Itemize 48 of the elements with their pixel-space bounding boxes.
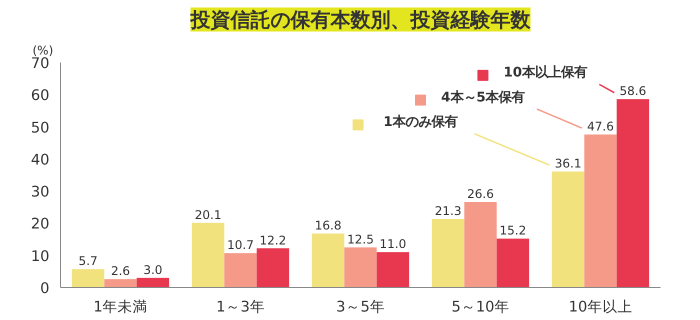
legend-label: 1本のみ保有 <box>383 115 458 130</box>
bar <box>376 252 410 288</box>
bar <box>136 278 170 288</box>
data-label: 3.0 <box>143 262 162 277</box>
bar <box>224 253 257 288</box>
data-label: 58.6 <box>620 84 646 98</box>
bar <box>192 222 224 288</box>
bar <box>344 247 377 288</box>
data-label: 15.2 <box>500 224 526 238</box>
data-label: 10.7 <box>227 238 254 252</box>
bar <box>72 269 104 288</box>
x-tick-label: 3～5年 <box>336 298 385 316</box>
y-tick-label: 50 <box>30 119 50 136</box>
y-tick-label: 20 <box>30 216 50 233</box>
bar <box>256 248 290 288</box>
y-tick-label: 30 <box>30 184 50 201</box>
bar <box>496 238 530 288</box>
bar <box>312 234 344 288</box>
data-label: 16.8 <box>314 218 342 232</box>
legend-label: 4本～5本保有 <box>441 90 525 106</box>
data-label: 26.6 <box>467 187 494 201</box>
bar <box>432 219 464 288</box>
data-label: 20.1 <box>194 208 222 222</box>
bar <box>552 171 584 288</box>
x-tick-label: 10年以上 <box>568 298 632 316</box>
bar <box>104 279 137 288</box>
data-label: 47.6 <box>587 120 614 134</box>
y-tick-label: 70 <box>30 55 50 72</box>
data-label: 11.0 <box>380 237 406 252</box>
bar <box>584 134 617 288</box>
y-tick-label: 10 <box>30 248 50 265</box>
data-label: 5.7 <box>78 254 98 268</box>
bar <box>616 99 650 288</box>
legend-label: 10本以上保有 <box>504 66 588 80</box>
x-tick-label: 5～10年 <box>452 298 510 316</box>
x-tick-label: 1～3年 <box>216 298 265 316</box>
data-label: 2.6 <box>110 264 130 278</box>
data-label: 21.3 <box>434 204 462 218</box>
y-tick-label: 60 <box>30 87 50 104</box>
data-label: 36.1 <box>554 156 582 170</box>
x-tick-label: 1年未満 <box>93 298 148 316</box>
chart-title: 投資信託の保有本数別、投資経験年数 <box>190 8 532 32</box>
y-axis-title: (%) <box>32 44 54 58</box>
data-label: 12.5 <box>347 232 374 246</box>
bar <box>464 202 497 288</box>
y-tick-label: 40 <box>30 151 50 168</box>
y-tick-label: 0 <box>40 280 50 297</box>
data-label: 12.2 <box>260 233 286 248</box>
